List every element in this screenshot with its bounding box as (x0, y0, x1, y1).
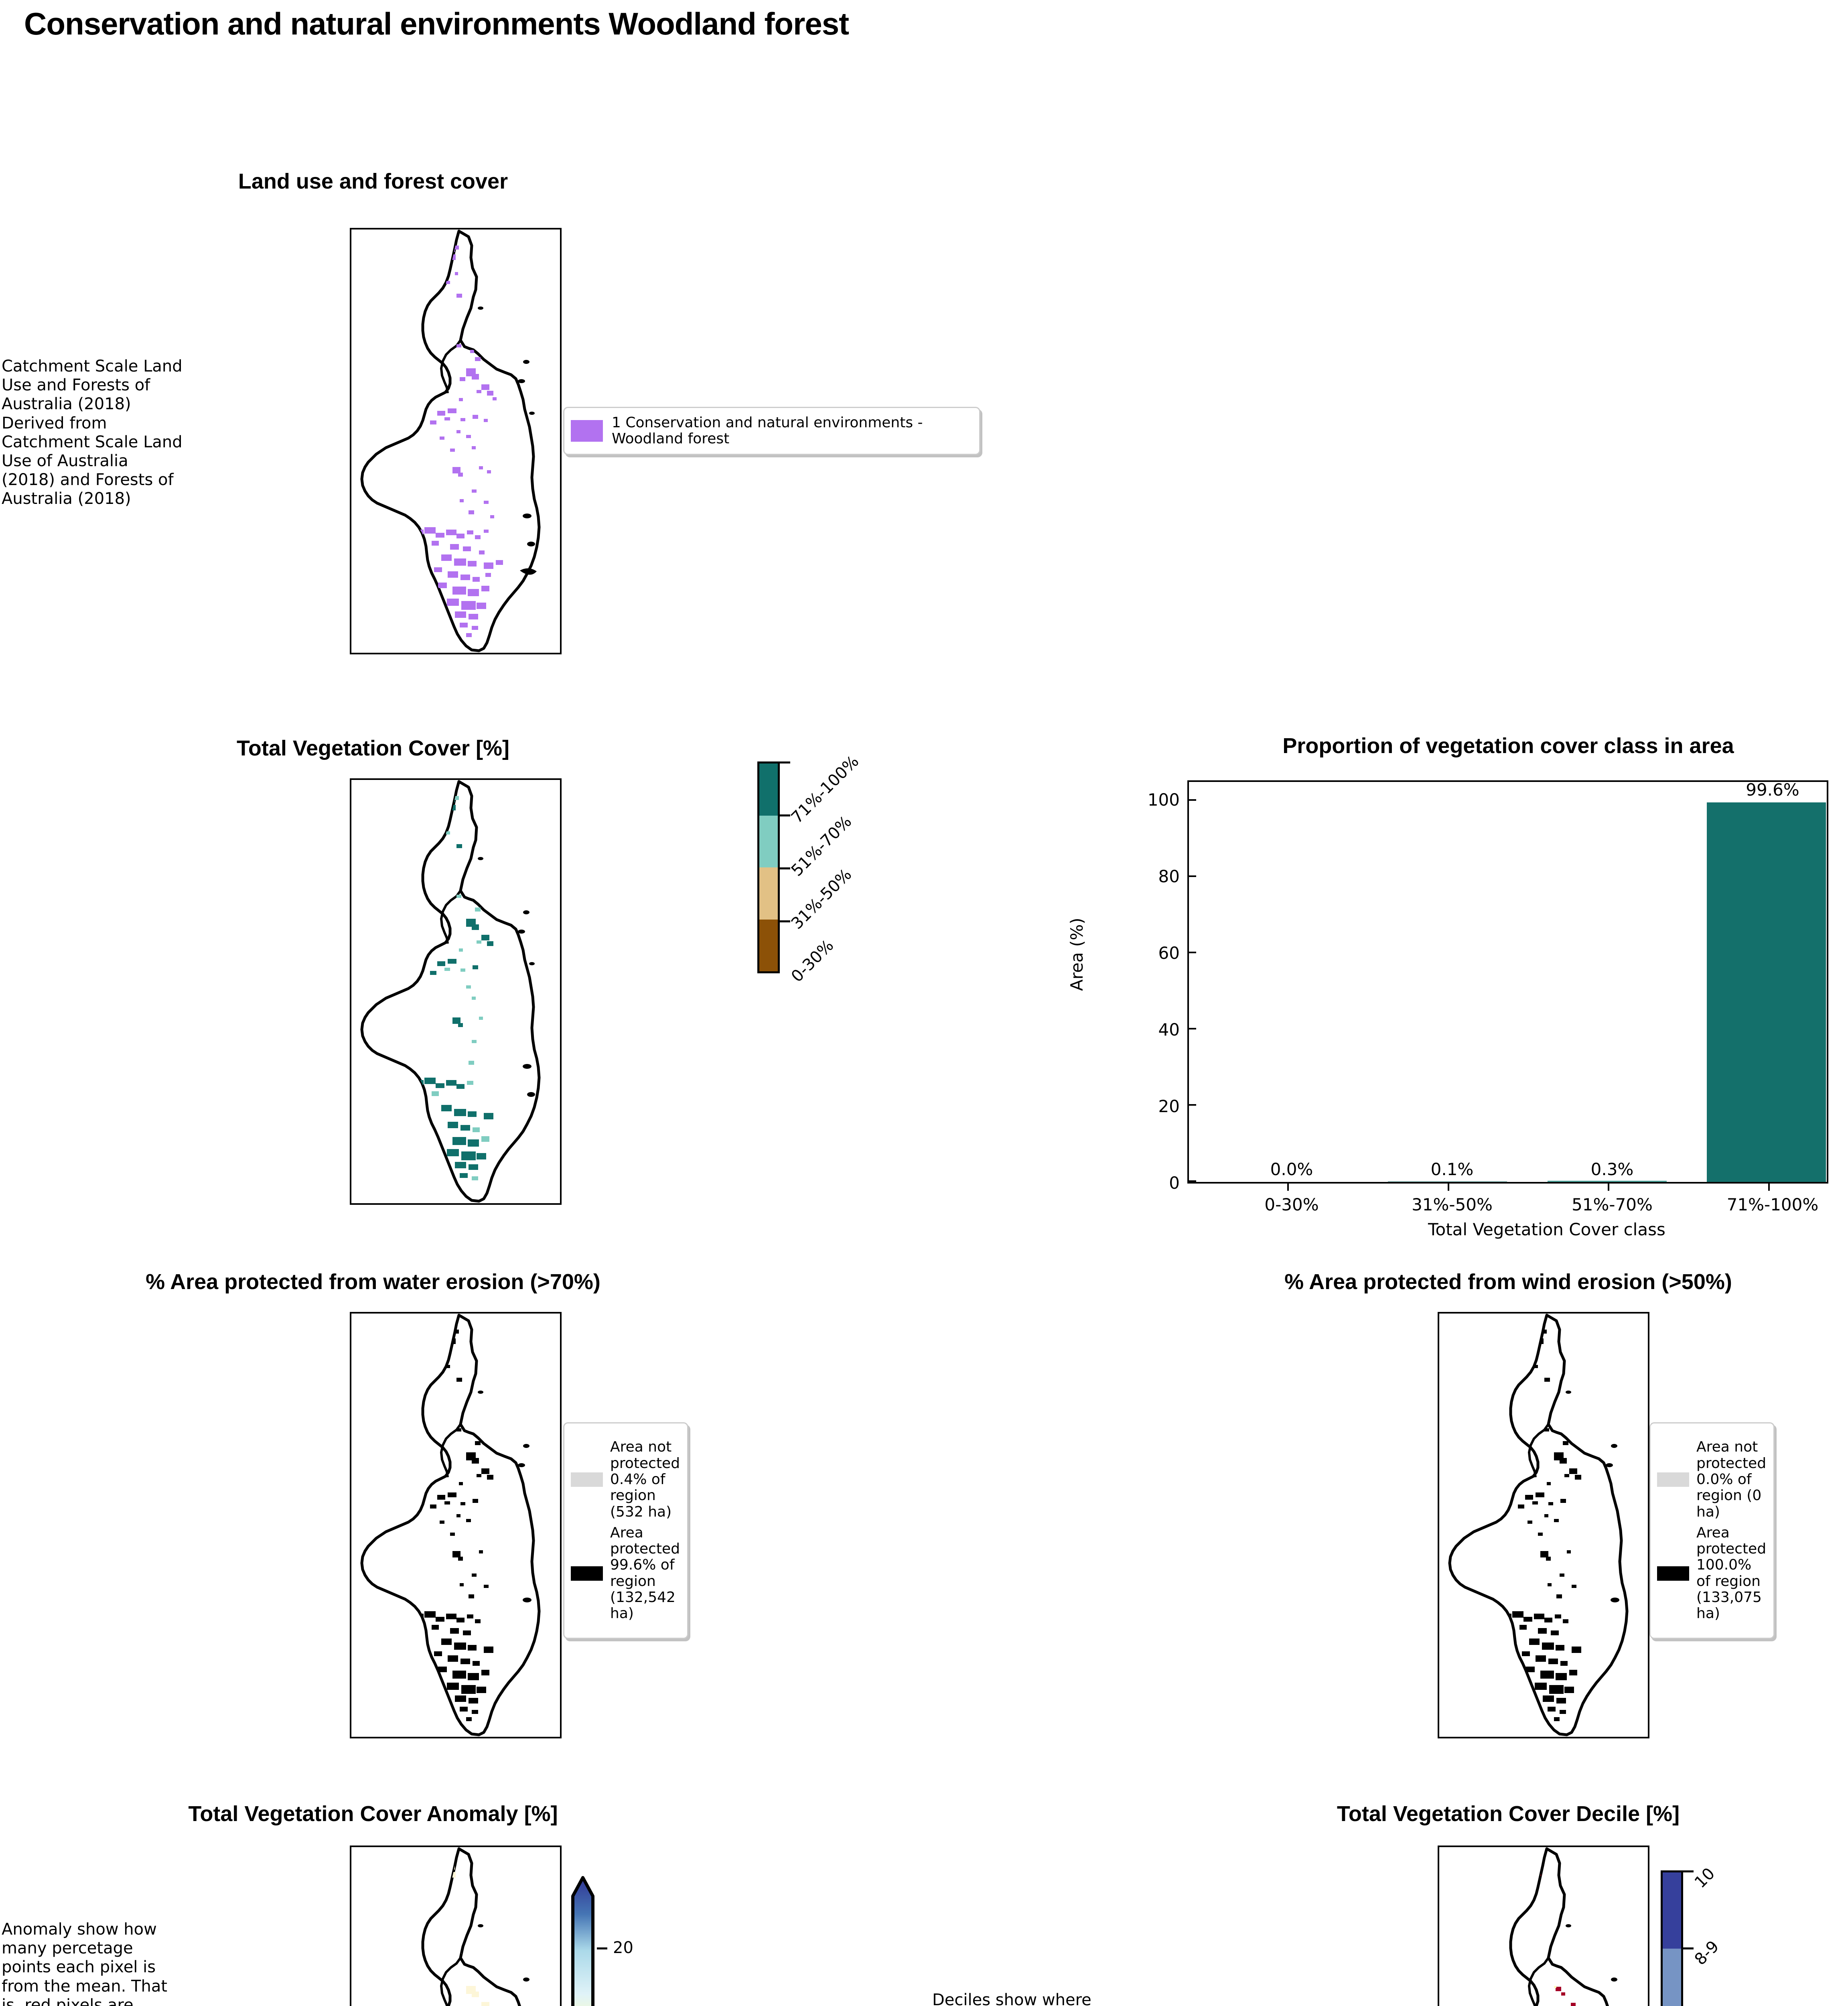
legend-item-protected: Area protected 100.0% of region (133,075… (1657, 1523, 1767, 1624)
legend-label-not-protected: Area not protected 0.0% of region (0 ha) (1696, 1439, 1767, 1520)
colorbar-segment-0-30 (759, 919, 778, 971)
legend-item-not-protected: Area not protected 0.4% of region (532 h… (571, 1437, 681, 1523)
decile-segment-8-9 (1663, 1949, 1681, 2006)
xtick-label-51-70: 51%-70% (1572, 1195, 1653, 1214)
legend-label-protected: Area protected 99.6% of region (132,542 … (610, 1524, 680, 1622)
land-use-map[interactable] (350, 228, 562, 654)
legend-label-not-protected: Area not protected 0.4% of region (532 h… (610, 1439, 680, 1520)
decile-colorbar (1661, 1870, 1683, 2006)
veg-cover-panel-title: Total Vegetation Cover [%] (236, 736, 510, 760)
land-use-legend: 1 Conservation and natural environments … (563, 407, 980, 455)
land-use-panel-title: Land use and forest cover (238, 169, 508, 193)
bar-chart-xlabel: Total Vegetation Cover class (1428, 1220, 1665, 1239)
bar-chart-plot-area[interactable] (1187, 780, 1828, 1184)
colorbar-segment-51-70 (759, 815, 778, 867)
xtick-label-0-30: 0-30% (1264, 1195, 1319, 1214)
ytick-label-20: 20 (1158, 1096, 1180, 1116)
bar-value-31-50: 0.1% (1430, 1159, 1474, 1179)
xtick-label-71-100: 71%-100% (1726, 1195, 1819, 1214)
legend-label-protected: Area protected 100.0% of region (133,075… (1696, 1524, 1767, 1622)
anomaly-panel-title: Total Vegetation Cover Anomaly [%] (188, 1802, 558, 1826)
xtick-label-31-50: 31%-50% (1412, 1195, 1493, 1214)
ytick-label-40: 40 (1158, 1020, 1180, 1040)
land-use-legend-swatch (571, 420, 603, 442)
decile-note: Deciles show where the pixel value lies … (932, 1991, 1091, 2006)
ytick-label-80: 80 (1158, 867, 1180, 886)
ytick-label-0: 0 (1169, 1173, 1180, 1193)
anomaly-tick-20: 20 (613, 1939, 633, 1957)
ytick-label-60: 60 (1158, 943, 1180, 963)
bar-chart-title: Proportion of vegetation cover class in … (1282, 734, 1734, 758)
water-erosion-map[interactable] (350, 1312, 562, 1738)
anomaly-note: Anomaly show how many percetage points e… (2, 1920, 168, 2006)
bar-chart-ylabel: Area (%) (1067, 918, 1087, 991)
decile-label-10: 10 (1691, 1864, 1719, 1892)
legend-swatch-not-protected (1657, 1472, 1689, 1487)
legend-item-not-protected: Area not protected 0.0% of region (0 ha) (1657, 1437, 1767, 1523)
anomaly-colorbar (569, 1874, 597, 2006)
veg-cover-colorbar (757, 761, 780, 973)
colorbar-label-0-30: 0-30% (787, 936, 838, 986)
ytick-label-100: 100 (1147, 790, 1180, 810)
decile-segment-10 (1663, 1872, 1681, 1949)
colorbar-segment-71-100 (759, 763, 778, 816)
bar-value-0-30: 0.0% (1270, 1159, 1313, 1179)
bar-71-100[interactable] (1707, 802, 1826, 1182)
bar-51-70[interactable] (1547, 1181, 1667, 1182)
wind-erosion-legend: Area not protected 0.0% of region (0 ha)… (1649, 1422, 1775, 1639)
colorbar-label-71-100: 71%-100% (787, 752, 863, 827)
bar-value-51-70: 0.3% (1590, 1159, 1634, 1179)
decile-panel-title: Total Vegetation Cover Decile [%] (1337, 1802, 1680, 1826)
legend-swatch-protected (1657, 1566, 1689, 1581)
legend-swatch-protected (571, 1566, 603, 1581)
bar-value-71-100: 99.6% (1746, 780, 1799, 800)
bar-chart-xticks (1187, 1184, 1828, 1192)
colorbar-segment-31-50 (759, 867, 778, 920)
wind-erosion-map[interactable] (1438, 1312, 1649, 1738)
water-erosion-legend: Area not protected 0.4% of region (532 h… (563, 1422, 688, 1639)
anomaly-map[interactable] (350, 1846, 562, 2006)
decile-label-8-9: 8-9 (1691, 1937, 1723, 1969)
water-erosion-panel-title: % Area protected from water erosion (>70… (146, 1270, 600, 1294)
land-use-legend-label: 1 Conservation and natural environments … (612, 414, 923, 447)
wind-erosion-panel-title: % Area protected from wind erosion (>50%… (1284, 1270, 1732, 1294)
veg-cover-map[interactable] (350, 778, 562, 1205)
land-use-source-note: Catchment Scale Land Use and Forests of … (2, 357, 183, 508)
decile-map[interactable] (1438, 1846, 1649, 2006)
page-title: Conservation and natural environments Wo… (24, 6, 849, 41)
legend-item-protected: Area protected 99.6% of region (132,542 … (571, 1523, 681, 1624)
legend-swatch-not-protected (571, 1472, 603, 1487)
